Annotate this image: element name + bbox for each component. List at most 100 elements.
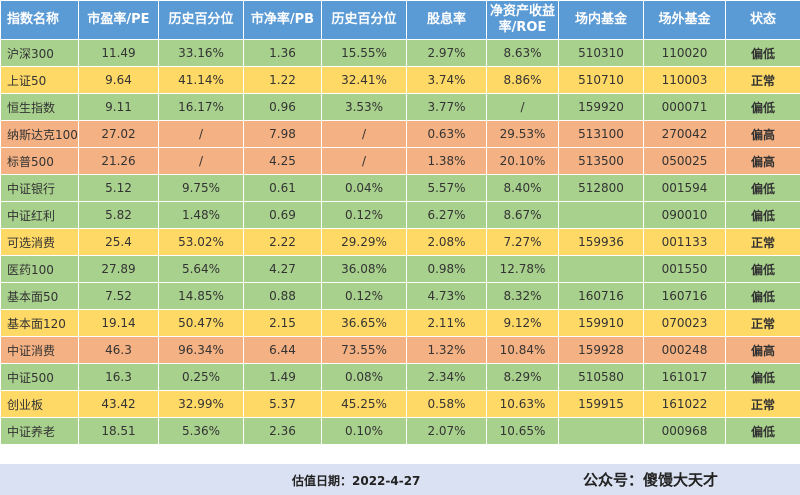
cell-pe-percentile: 14.85% [158, 282, 244, 310]
cell-roe: 10.63% [486, 390, 559, 418]
cell-pe-percentile: 96.34% [158, 336, 244, 364]
cell-status: 偏高 [725, 147, 800, 175]
cell-pe-percentile: / [158, 120, 244, 148]
cell-status: 正常 [725, 228, 800, 256]
header-exchange-fund: 场内基金 [558, 0, 644, 40]
cell-exchange-fund [558, 255, 644, 283]
cell-roe: 8.67% [486, 201, 559, 229]
cell-pe-percentile: 5.64% [158, 255, 244, 283]
cell-pb-percentile: / [321, 147, 407, 175]
cell-pe: 18.51 [78, 417, 159, 445]
cell-pb: 0.69 [243, 201, 322, 229]
cell-roe: 8.86% [486, 66, 559, 94]
cell-roe: 9.12% [486, 309, 559, 337]
cell-dividend-yield: 4.73% [406, 282, 487, 310]
cell-otc-fund: 000968 [643, 417, 726, 445]
header-pe-percentile: 历史百分位 [158, 0, 244, 40]
cell-status: 偏低 [725, 363, 800, 391]
cell-roe: / [486, 93, 559, 121]
footer-bar: 估值日期：2022-4-27 公众号：傻馒大天才 [0, 464, 800, 495]
cell-otc-fund: 161017 [643, 363, 726, 391]
header-roe: 净资产收益率/ROE [486, 0, 559, 40]
cell-dividend-yield: 0.58% [406, 390, 487, 418]
cell-otc-fund: 160716 [643, 282, 726, 310]
cell-otc-fund: 001550 [643, 255, 726, 283]
cell-pb-percentile: 0.12% [321, 201, 407, 229]
cell-status: 偏低 [725, 255, 800, 283]
cell-roe: 8.32% [486, 282, 559, 310]
cell-index-name: 医药100 [0, 255, 79, 283]
table-row: 可选消费 25.4 53.02% 2.22 29.29% 2.08% 7.27% 159936… [0, 228, 800, 256]
cell-index-name: 纳斯达克100 [0, 120, 79, 148]
cell-dividend-yield: 3.74% [406, 66, 487, 94]
account-name: 公众号：傻馒大天才 [583, 471, 719, 489]
cell-pb: 2.15 [243, 309, 322, 337]
cell-exchange-fund: 510580 [558, 363, 644, 391]
cell-pb: 4.25 [243, 147, 322, 175]
cell-index-name: 标普500 [0, 147, 79, 175]
cell-pb-percentile: 73.55% [321, 336, 407, 364]
cell-pb-percentile: 0.08% [321, 363, 407, 391]
cell-exchange-fund [558, 417, 644, 445]
cell-pe: 9.64 [78, 66, 159, 94]
cell-index-name: 基本面50 [0, 282, 79, 310]
header-pb-percentile: 历史百分位 [321, 0, 407, 40]
cell-pb: 1.36 [243, 39, 322, 67]
cell-exchange-fund: 513100 [558, 120, 644, 148]
cell-index-name: 上证50 [0, 66, 79, 94]
cell-otc-fund: 050025 [643, 147, 726, 175]
valuation-date: 估值日期：2022-4-27 [292, 474, 421, 488]
cell-exchange-fund: 159936 [558, 228, 644, 256]
header-status: 状态 [725, 0, 800, 40]
cell-otc-fund: 000248 [643, 336, 726, 364]
cell-pb: 4.27 [243, 255, 322, 283]
cell-pe-percentile: 32.99% [158, 390, 244, 418]
cell-index-name: 创业板 [0, 390, 79, 418]
cell-pb: 0.61 [243, 174, 322, 202]
table-row: 中证银行 5.12 9.75% 0.61 0.04% 5.57% 8.40% 512800 00… [0, 174, 800, 202]
cell-pe: 27.89 [78, 255, 159, 283]
table-row: 基本面50 7.52 14.85% 0.88 0.12% 4.73% 8.32% 160716… [0, 282, 800, 310]
table-row: 中证500 16.3 0.25% 1.49 0.08% 2.34% 8.29% 510580 1… [0, 363, 800, 391]
cell-roe: 29.53% [486, 120, 559, 148]
cell-pe: 21.26 [78, 147, 159, 175]
cell-pe-percentile: 53.02% [158, 228, 244, 256]
table-row: 创业板 43.42 32.99% 5.37 45.25% 0.58% 10.63% 15991… [0, 390, 800, 418]
cell-pb-percentile: 36.08% [321, 255, 407, 283]
cell-dividend-yield: 1.32% [406, 336, 487, 364]
cell-status: 偏低 [725, 201, 800, 229]
cell-pb-percentile: 0.12% [321, 282, 407, 310]
cell-pe: 27.02 [78, 120, 159, 148]
cell-exchange-fund: 159920 [558, 93, 644, 121]
cell-dividend-yield: 2.97% [406, 39, 487, 67]
header-index-name: 指数名称 [0, 0, 79, 40]
cell-dividend-yield: 2.11% [406, 309, 487, 337]
cell-exchange-fund: 510710 [558, 66, 644, 94]
header-dividend-yield: 股息率 [406, 0, 487, 40]
cell-pe: 19.14 [78, 309, 159, 337]
cell-dividend-yield: 2.34% [406, 363, 487, 391]
cell-pe-percentile: / [158, 147, 244, 175]
cell-exchange-fund: 159928 [558, 336, 644, 364]
cell-exchange-fund: 159915 [558, 390, 644, 418]
header-pe: 市盈率/PE [78, 0, 159, 40]
cell-pe: 16.3 [78, 363, 159, 391]
cell-status: 偏高 [725, 336, 800, 364]
table-body: 沪深300 11.49 33.16% 1.36 15.55% 2.97% 8.63% 5103… [0, 39, 800, 445]
cell-pe-percentile: 1.48% [158, 201, 244, 229]
cell-pb-percentile: 0.04% [321, 174, 407, 202]
cell-status: 偏低 [725, 174, 800, 202]
cell-pe-percentile: 33.16% [158, 39, 244, 67]
cell-pb: 1.22 [243, 66, 322, 94]
cell-index-name: 中证500 [0, 363, 79, 391]
cell-pb: 1.49 [243, 363, 322, 391]
cell-status: 偏低 [725, 93, 800, 121]
cell-otc-fund: 001594 [643, 174, 726, 202]
cell-pb-percentile: 32.41% [321, 66, 407, 94]
cell-dividend-yield: 0.63% [406, 120, 487, 148]
cell-pe: 11.49 [78, 39, 159, 67]
cell-index-name: 沪深300 [0, 39, 79, 67]
header-pb: 市净率/PB [243, 0, 322, 40]
cell-index-name: 中证红利 [0, 201, 79, 229]
